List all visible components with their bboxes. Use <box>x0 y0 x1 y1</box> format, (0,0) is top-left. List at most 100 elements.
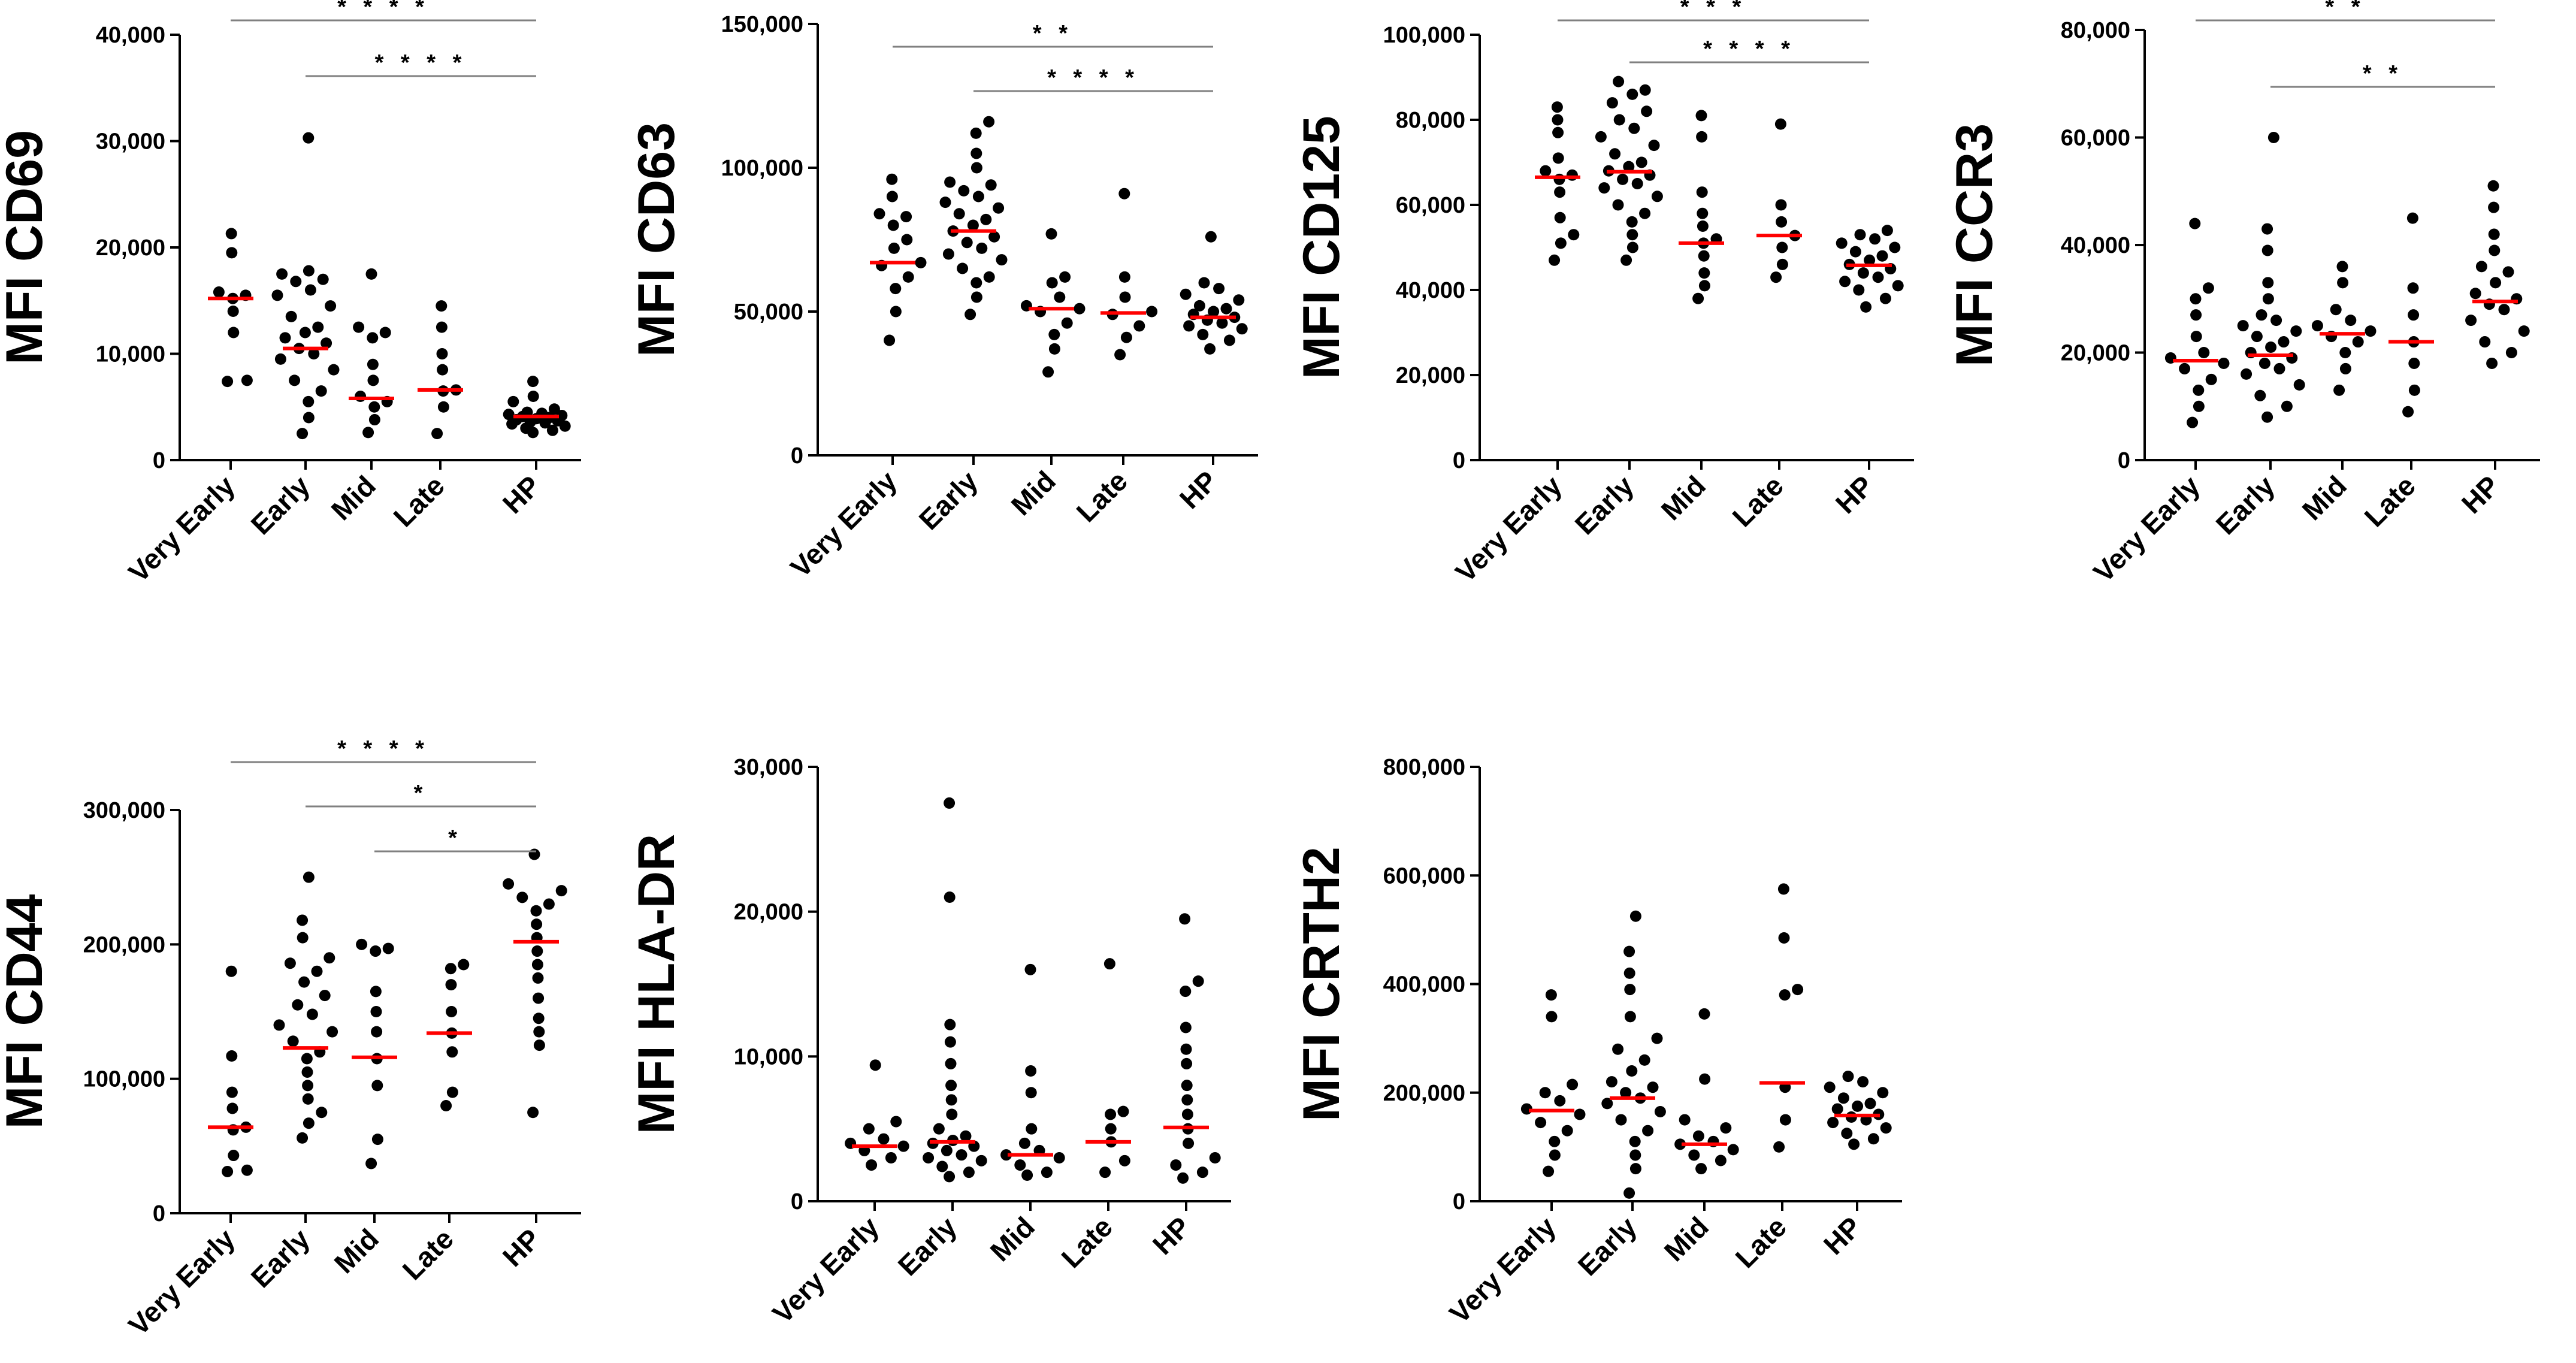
data-point <box>225 965 237 977</box>
x-tick-label: Early <box>912 465 984 536</box>
data-point <box>1698 1008 1710 1020</box>
data-point <box>1620 254 1632 266</box>
data-point <box>379 327 391 339</box>
y-tick-label: 0 <box>1453 1189 1465 1214</box>
data-point <box>900 211 912 223</box>
data-point <box>315 385 327 397</box>
data-point <box>533 1039 545 1051</box>
data-point <box>2265 341 2277 353</box>
data-point <box>2255 309 2267 321</box>
data-point <box>2489 244 2501 256</box>
data-point <box>287 1035 299 1047</box>
y-tick-label: 200,000 <box>1383 1081 1465 1106</box>
y-tick-label: 600,000 <box>1383 863 1465 888</box>
data-point <box>1831 1103 1843 1115</box>
data-point <box>1779 989 1791 1001</box>
data-point <box>1617 173 1629 185</box>
data-point <box>353 321 365 333</box>
data-point <box>431 428 443 440</box>
data-point <box>1854 229 1866 241</box>
data-point <box>1860 301 1872 313</box>
x-tick-label: Late <box>396 1223 459 1286</box>
y-axis-label: MFI CCR3 <box>1946 123 2003 367</box>
x-tick-label: Mid <box>1655 470 1712 527</box>
data-point <box>878 1133 890 1145</box>
y-tick-label: 0 <box>1453 448 1465 473</box>
data-point <box>2193 384 2205 396</box>
x-tick-label: Very Early <box>2087 470 2206 588</box>
y-tick-label: 800,000 <box>1383 755 1465 780</box>
data-point <box>1612 199 1624 211</box>
data-point <box>866 1159 878 1171</box>
data-point <box>1197 328 1209 340</box>
data-point <box>2352 336 2364 348</box>
data-point <box>1042 366 1054 378</box>
data-point <box>1642 1125 1654 1137</box>
data-point <box>319 990 331 1002</box>
data-point <box>890 1116 902 1128</box>
data-point <box>1598 182 1610 194</box>
data-point <box>1674 1138 1686 1150</box>
data-point <box>440 1100 452 1112</box>
data-point <box>1059 271 1071 283</box>
data-point <box>2205 373 2217 385</box>
data-point <box>1626 1065 1638 1077</box>
data-point <box>983 116 995 128</box>
data-point <box>970 147 982 159</box>
data-point <box>323 952 335 964</box>
significance-label: * * <box>1033 21 1073 46</box>
data-point <box>1118 188 1130 200</box>
data-point <box>1872 271 1884 283</box>
data-point <box>1099 1166 1111 1178</box>
y-axis-label: MFI CD63 <box>628 122 685 357</box>
data-point <box>2190 309 2202 321</box>
data-point <box>985 179 997 191</box>
data-point <box>1848 1138 1860 1150</box>
data-point <box>2261 244 2273 256</box>
data-point <box>963 1166 975 1178</box>
data-point <box>556 409 568 421</box>
data-point <box>2465 315 2477 327</box>
data-point <box>1620 1087 1632 1099</box>
data-point <box>901 234 913 246</box>
data-point <box>1697 220 1709 232</box>
data-point <box>228 1150 240 1162</box>
data-point <box>1720 1122 1732 1134</box>
data-point <box>1626 88 1638 100</box>
data-point <box>2290 325 2302 337</box>
data-point <box>1648 140 1660 152</box>
data-point <box>1223 334 1235 346</box>
data-point <box>1852 1100 1864 1112</box>
data-point <box>2187 416 2199 428</box>
data-point <box>2502 266 2514 278</box>
x-tick-label: Mid <box>984 1211 1041 1268</box>
data-point <box>1877 1087 1889 1099</box>
data-point <box>1867 1133 1879 1145</box>
data-point <box>546 424 558 436</box>
data-point <box>2337 277 2349 289</box>
data-point <box>1837 1092 1849 1104</box>
data-point <box>1118 271 1130 283</box>
data-point <box>1727 1144 1739 1156</box>
data-point <box>531 918 543 930</box>
y-tick-label: 20,000 <box>1396 363 1465 388</box>
data-point <box>1554 186 1566 198</box>
data-point <box>1105 1108 1117 1120</box>
data-point <box>2202 282 2214 294</box>
data-point <box>2190 331 2202 343</box>
data-point <box>1046 277 1058 289</box>
x-tick-label: Early <box>891 1211 963 1282</box>
data-point <box>1880 1122 1892 1134</box>
data-point <box>368 401 380 413</box>
data-point <box>2408 357 2420 369</box>
data-point <box>1551 101 1563 113</box>
y-tick-label: 40,000 <box>1396 278 1465 303</box>
data-point <box>1552 152 1564 164</box>
significance-label: * * * * <box>337 736 430 761</box>
data-point <box>1193 300 1205 312</box>
data-point <box>1048 343 1060 355</box>
data-point <box>884 334 896 346</box>
data-point <box>946 1108 958 1120</box>
data-point <box>2488 201 2500 213</box>
